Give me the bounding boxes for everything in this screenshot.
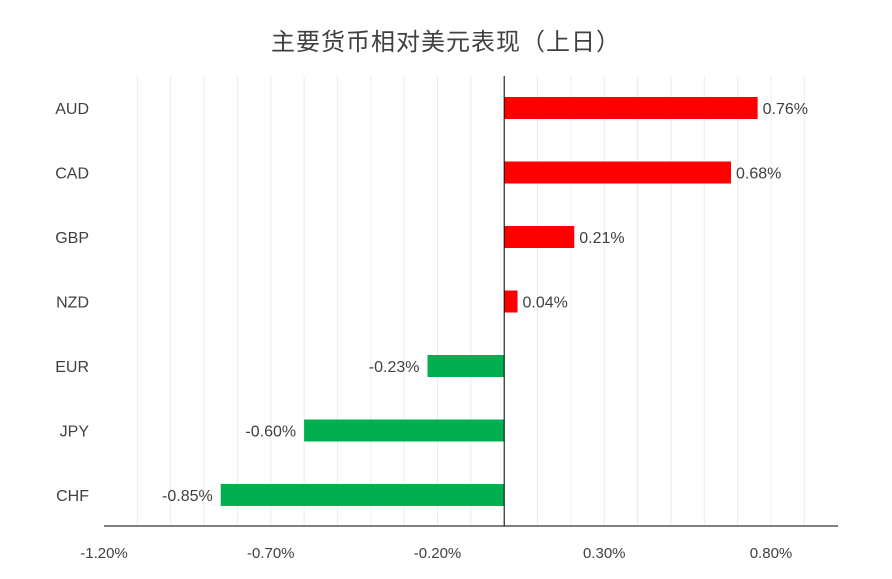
category-label: CAD (55, 166, 89, 183)
data-label: -0.60% (245, 424, 296, 441)
category-label: NZD (56, 295, 89, 312)
data-label: 0.21% (579, 230, 624, 247)
category-label: EUR (55, 359, 89, 376)
bar-nzd (504, 290, 518, 313)
category-label: GBP (55, 230, 89, 247)
bar-chf (220, 484, 505, 506)
x-tick-label: -0.20% (414, 545, 462, 562)
category-label: CHF (56, 488, 89, 505)
data-label: 0.04% (523, 295, 568, 312)
data-label: -0.23% (369, 359, 420, 376)
category-label: AUD (55, 101, 89, 118)
data-label: 0.68% (736, 166, 781, 183)
bar-jpy (304, 419, 505, 442)
bar-aud (504, 97, 758, 119)
bar-cad (504, 161, 731, 184)
bar-eur (427, 355, 505, 377)
data-label: 0.76% (763, 101, 808, 118)
category-label: JPY (60, 424, 90, 441)
x-tick-label: 0.30% (583, 545, 626, 562)
data-label: -0.85% (162, 488, 213, 505)
x-tick-label: -0.70% (247, 545, 295, 562)
x-tick-label: -1.20% (80, 545, 128, 562)
x-tick-label: 0.80% (750, 545, 793, 562)
chart-title: 主要货币相对美元表现（上日） (271, 28, 621, 56)
bar-gbp (504, 226, 575, 248)
